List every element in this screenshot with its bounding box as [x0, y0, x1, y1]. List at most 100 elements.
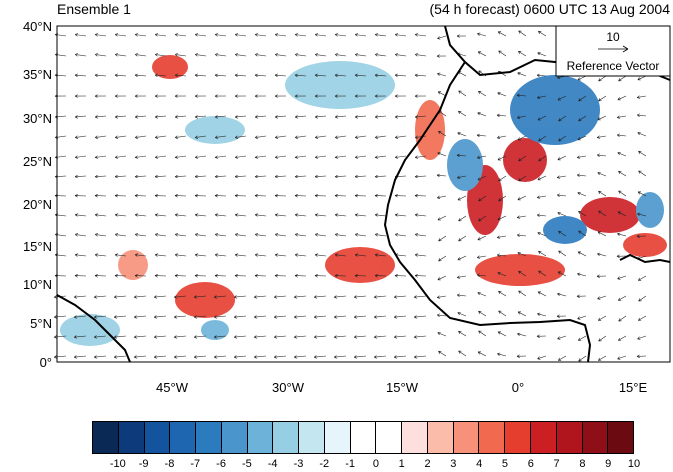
wind-vector-arrow	[134, 73, 147, 77]
wind-vector-arrow	[314, 194, 327, 198]
wind-vector-arrow	[373, 335, 387, 339]
wind-vector-arrow	[314, 33, 327, 37]
wind-vector-arrow	[154, 53, 167, 57]
wind-vector-arrow	[274, 94, 287, 98]
wind-vector-arrow	[293, 335, 307, 339]
wind-vector-arrow	[577, 272, 587, 277]
wind-vector-arrow	[373, 315, 387, 319]
wind-vector-arrow	[233, 295, 247, 299]
wind-vector-arrow	[114, 213, 127, 217]
wind-vector-arrow	[374, 274, 387, 278]
wind-vector-arrow	[496, 113, 507, 118]
wind-vector-arrow	[254, 73, 267, 77]
wind-vector-arrow	[233, 315, 247, 319]
wind-vector-arrow	[234, 213, 247, 217]
wind-vector-arrow	[294, 33, 307, 37]
wind-vector-arrow	[437, 72, 447, 77]
wind-vector-arrow	[537, 52, 547, 57]
wind-vector-arrow	[234, 94, 247, 98]
wind-vector-arrow	[134, 53, 147, 57]
wind-vector-arrow	[254, 253, 267, 257]
wind-vector-arrow	[94, 233, 107, 237]
wind-vector-arrow	[374, 73, 387, 77]
wind-vector-arrow	[154, 174, 167, 179]
wind-vector-arrow	[253, 335, 267, 339]
wind-vector-arrow	[274, 115, 287, 119]
wind-vector-arrow	[194, 174, 207, 179]
wind-vector-arrow	[274, 194, 287, 198]
colorbar-tick-label: -5	[241, 458, 252, 470]
wind-vector-arrow	[194, 155, 207, 159]
wind-vector-arrow	[477, 351, 487, 357]
wind-vector-arrow	[413, 355, 427, 359]
wind-vector-arrow	[353, 355, 367, 359]
colorbar-tick-label: -8	[164, 458, 175, 470]
wind-vector-arrow	[134, 174, 147, 179]
wind-vector-arrow	[598, 210, 607, 217]
wind-vector-arrow	[597, 355, 607, 361]
colorbar-swatch	[299, 422, 325, 453]
wind-vector-arrow	[478, 91, 487, 97]
lon-label-30w: 30°W	[272, 380, 305, 395]
wind-vector-arrow	[194, 194, 207, 198]
wind-vector-arrow	[576, 155, 587, 159]
wind-vector-arrow	[74, 135, 87, 139]
wind-vector-arrow	[414, 135, 427, 139]
wind-vector-arrow	[413, 335, 427, 339]
wind-vector-arrow	[174, 174, 187, 179]
wind-vector-arrow	[314, 233, 327, 237]
wind-vector-arrow	[114, 274, 127, 278]
wind-vector-arrow	[173, 315, 187, 319]
wind-vector-arrow	[73, 315, 87, 319]
wind-vector-arrow	[94, 174, 107, 179]
wind-vector-arrow	[498, 50, 507, 57]
wind-vector-arrow	[438, 235, 447, 242]
colorbar-tick-label: 0	[372, 458, 379, 470]
wind-vector-arrow	[294, 174, 307, 179]
wind-vector-arrow	[313, 295, 327, 299]
wind-vector-arrow	[477, 235, 487, 241]
wind-vector-arrow	[354, 233, 367, 237]
wind-vector-arrow	[616, 254, 627, 258]
wind-vector-arrow	[74, 115, 87, 119]
wind-vector-arrow	[394, 33, 407, 37]
wind-vector-arrow	[254, 94, 267, 98]
wind-vector-arrow	[516, 93, 527, 98]
anomaly-blue-patch	[285, 61, 395, 109]
wind-vector-arrow	[597, 115, 607, 121]
coastline-south-america	[56, 294, 131, 363]
wind-vector-arrow	[334, 94, 347, 98]
wind-vector-arrow	[74, 94, 87, 98]
wind-vector-arrow	[114, 233, 127, 237]
wind-vector-arrow	[517, 195, 527, 201]
wind-vector-arrow	[518, 175, 527, 182]
lat-label-15n: 15°N	[23, 239, 52, 254]
wind-vector-arrow	[537, 291, 547, 297]
wind-vector-arrow	[114, 174, 127, 179]
wind-vector-arrow	[456, 293, 467, 297]
wind-vector-arrow	[353, 295, 367, 299]
wind-vector-arrow	[314, 274, 327, 278]
wind-vector-arrow	[293, 315, 307, 319]
wind-vector-arrow	[214, 233, 227, 237]
wind-vector-arrow	[538, 250, 547, 257]
wind-vector-arrow	[577, 315, 587, 320]
anomaly-blue-patch	[447, 139, 483, 191]
wind-vector-arrow	[93, 315, 107, 319]
wind-vector-arrow	[234, 155, 247, 159]
wind-vector-arrow	[314, 94, 327, 98]
lat-label-20n: 20°N	[23, 197, 52, 212]
wind-vector-arrow	[537, 175, 547, 181]
wind-vector-arrow	[114, 115, 127, 119]
wind-vector-arrow	[253, 315, 267, 319]
wind-vector-arrow	[436, 54, 447, 58]
wind-vector-arrow	[154, 213, 167, 217]
wind-vector-arrow	[597, 231, 607, 237]
wind-vector-arrow	[437, 195, 447, 199]
wind-vector-arrow	[616, 133, 627, 137]
wind-vector-arrow	[354, 135, 367, 139]
wind-vector-arrow	[74, 174, 87, 179]
wind-vector-arrow	[334, 115, 347, 119]
wind-vector-arrow	[414, 174, 427, 179]
wind-vector-arrow	[173, 295, 187, 299]
